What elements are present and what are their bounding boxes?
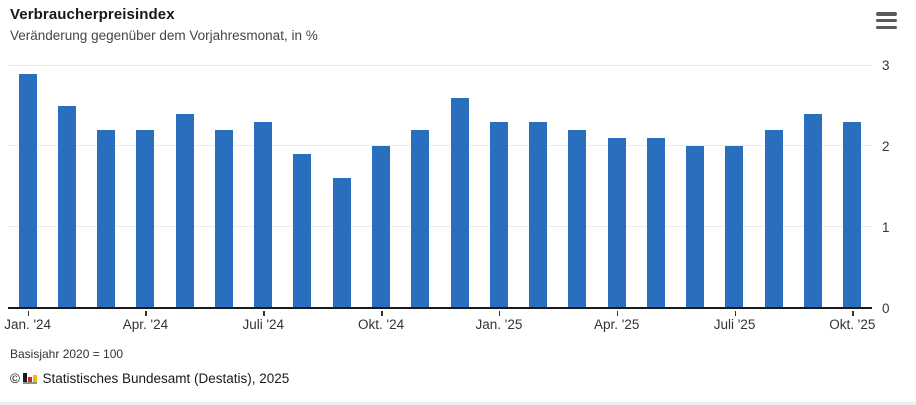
x-tick [27,311,30,316]
copyright-line: © Statistisches Bundesamt (Destatis), 20… [10,371,289,386]
bar-Aug. '24[interactable] [293,154,312,307]
bar-slot [636,66,675,307]
x-tick [616,311,619,316]
plot-area [8,65,872,309]
bar-series [8,66,872,307]
bar-slot [361,66,400,307]
bar-Feb. '25[interactable] [529,122,548,307]
x-axis-label: Juli '24 [242,317,285,332]
bar-Juni '24[interactable] [214,130,233,307]
bar-slot [165,66,204,307]
bar-Aug. '25[interactable] [764,130,783,307]
x-axis-label: Apr. '24 [122,317,169,332]
bar-Juli '24[interactable] [254,122,273,307]
bar-Sep. '24[interactable] [332,178,351,307]
x-axis-ticks [8,311,872,317]
bar-slot [440,66,479,307]
logo-yellow-bar [33,375,37,382]
x-tick [145,311,147,316]
bar-slot [244,66,283,307]
x-axis-label: Okt. '25 [829,317,876,332]
bar-Mai '24[interactable] [175,114,194,307]
gridline-2 [8,145,872,147]
x-axis-label: Jan. '25 [475,317,523,332]
bar-Dez. '24[interactable] [450,98,469,307]
chart-subtitle: Veränderung gegenüber dem Vorjahresmonat… [10,28,318,43]
gridline-3 [8,65,872,66]
x-tick [734,311,737,316]
bar-slot [126,66,165,307]
bar-Apr. '25[interactable] [607,138,626,307]
logo-red-bar [28,377,32,382]
bar-Okt. '24[interactable] [372,146,391,307]
y-axis-label-0: 0 [882,301,890,316]
hamburger-menu-icon[interactable] [876,12,897,29]
gridline-1 [8,225,872,227]
x-axis-label: Jan. '24 [4,317,52,332]
bar-Mai '25[interactable] [646,138,665,307]
bar-Nov. '24[interactable] [411,130,430,307]
bar-Jan. '25[interactable] [489,122,508,307]
bar-slot [676,66,715,307]
copyright-text: Statistisches Bundesamt (Destatis), 2025 [42,371,290,386]
bar-März '25[interactable] [568,130,587,307]
y-axis-label-3: 3 [882,58,890,73]
bar-Sep. '25[interactable] [803,114,822,307]
bar-Jan. '24[interactable] [18,74,37,307]
x-axis-labels: Jan. '24 Apr. '24 Juli '24 Okt. '24 Jan. '25… [4,317,876,335]
menu-bar [876,18,897,23]
y-axis-label-2: 2 [882,139,890,154]
x-tick [263,311,265,316]
bar-Juli '25[interactable] [725,146,744,307]
bar-Feb. '24[interactable] [57,106,76,307]
x-axis-label: Okt. '24 [358,317,405,332]
bar-slot [715,66,754,307]
bar-slot [47,66,86,307]
copyright-symbol: © [10,371,20,386]
logo-black-bar [23,373,27,382]
bar-Juni '25[interactable] [686,146,705,307]
x-tick [852,311,854,316]
bar-März '24[interactable] [97,130,116,307]
bar-Apr. '24[interactable] [136,130,155,307]
x-axis-label: Juli '25 [713,317,756,332]
page-title: Verbraucherpreisindex [10,6,175,23]
bar-slot [401,66,440,307]
bar-slot [833,66,872,307]
bar-slot [793,66,832,307]
menu-bar [876,12,897,16]
bar-slot [204,66,243,307]
x-tick [498,311,501,316]
base-year-note: Basisjahr 2020 = 100 [10,347,124,361]
bar-slot [558,66,597,307]
bar-slot [518,66,557,307]
y-axis-label-1: 1 [882,220,890,235]
bar-slot [87,66,126,307]
x-axis-label: Apr. '25 [594,317,640,332]
bar-slot [8,66,47,307]
bar-Okt. '25[interactable] [843,122,862,307]
x-tick [381,311,383,316]
bar-slot [322,66,361,307]
destatis-bar-chart-logo-icon [22,373,38,384]
menu-bar [876,25,897,29]
y-axis-labels: 0 1 2 3 [882,58,902,316]
bar-slot [283,66,322,307]
bar-slot [597,66,636,307]
bar-slot [479,66,518,307]
bar-slot [754,66,793,307]
